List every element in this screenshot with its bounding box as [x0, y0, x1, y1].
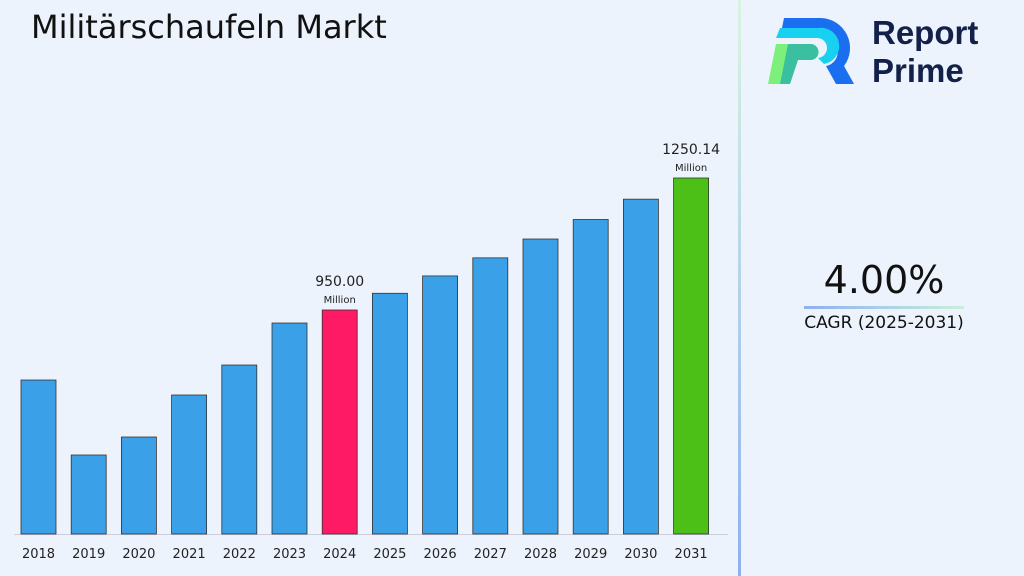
x-tick-label: 2023 [273, 547, 306, 562]
bar-2029 [572, 219, 609, 535]
bar-2019 [70, 454, 107, 535]
bar-2030 [623, 198, 659, 535]
bar-chart: 2018 2019 2020 2021 2022 2023 2024 950.00 Millio… [14, 142, 728, 562]
x-tick-label: 2030 [624, 547, 657, 562]
brand-line-1: Report [872, 14, 979, 51]
x-tick-label: 2028 [524, 547, 557, 562]
x-tick-label: 2025 [373, 547, 406, 562]
brand-name: Report Prime [872, 14, 978, 90]
data-label-unit: Million [675, 163, 707, 174]
bar-2020 [121, 436, 157, 535]
bar-2024 [321, 309, 358, 535]
cagr-panel: 4.00% CAGR (2025-2031) [800, 258, 968, 333]
report-prime-logo-icon [768, 18, 854, 84]
x-tick-label: 2029 [574, 547, 607, 562]
data-label-unit: Million [324, 295, 356, 306]
x-tick-label: 2018 [22, 547, 55, 562]
x-tick-label: 2022 [223, 547, 256, 562]
data-label-value: 1250.14 [662, 142, 720, 158]
bar-2031 [673, 177, 709, 535]
chart-title: Militärschaufeln Markt [31, 8, 387, 46]
x-tick-label: 2020 [122, 547, 155, 562]
x-tick-label: 2021 [173, 547, 206, 562]
bar-2023 [271, 322, 308, 535]
x-tick-label: 2026 [424, 547, 457, 562]
x-tick-label: 2019 [72, 547, 105, 562]
cagr-underline [804, 306, 964, 309]
cagr-value: 4.00% [823, 258, 945, 302]
brand-line-2: Prime [872, 52, 964, 89]
x-tick-label: 2031 [675, 547, 708, 562]
bar-2021 [171, 394, 208, 535]
x-tick-label: 2027 [474, 547, 507, 562]
bar-2025 [371, 292, 408, 535]
bar-2022 [221, 364, 258, 535]
data-label-value: 950.00 [315, 274, 364, 290]
divider [738, 0, 741, 576]
bar-2027 [472, 257, 509, 535]
bar-2018 [20, 379, 57, 535]
bar-2026 [422, 275, 459, 535]
x-tick-label: 2024 [323, 547, 356, 562]
cagr-label: CAGR (2025-2031) [804, 313, 964, 333]
bar-2028 [522, 238, 559, 535]
